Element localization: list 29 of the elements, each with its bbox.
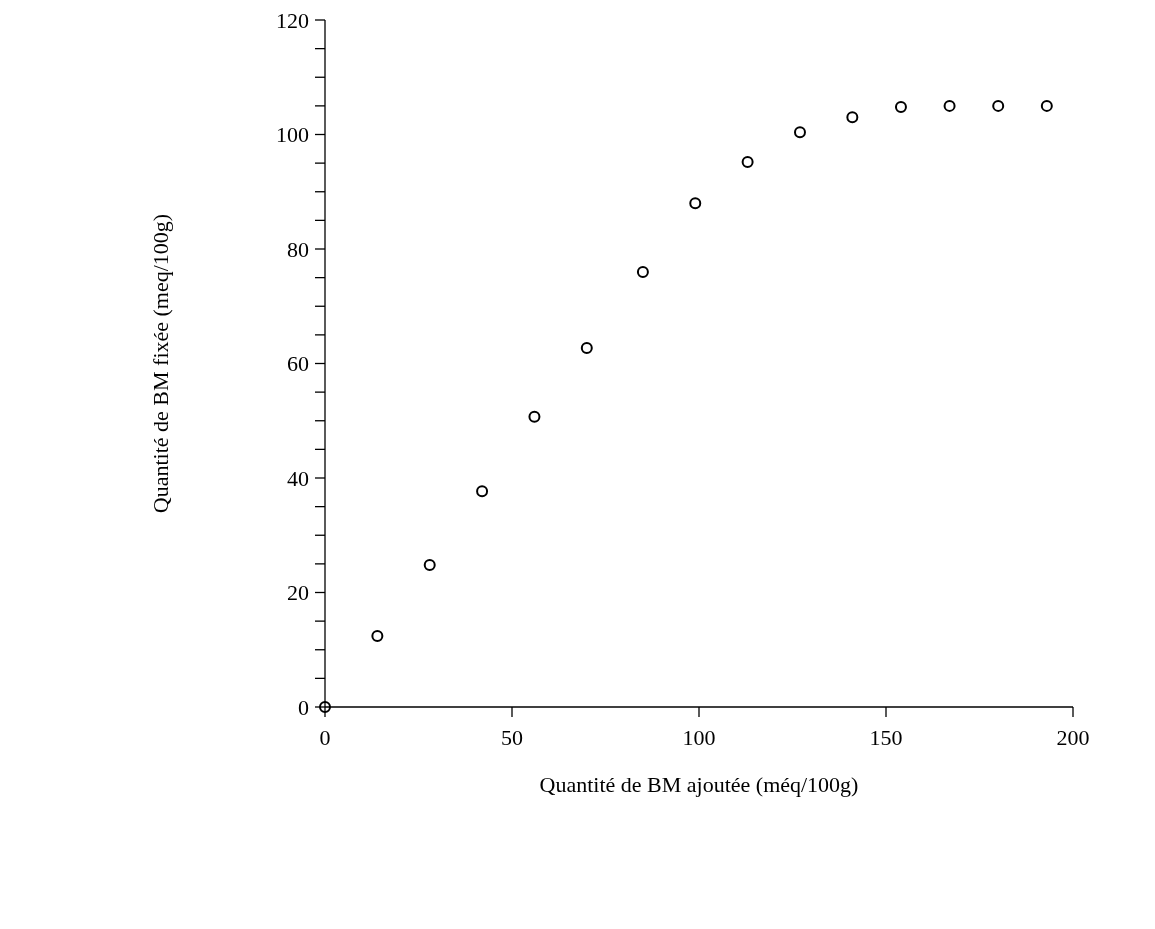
point — [689, 197, 702, 210]
point — [1040, 99, 1053, 112]
point — [580, 342, 593, 355]
point — [943, 99, 956, 112]
point — [319, 701, 331, 713]
point — [371, 630, 384, 643]
point — [793, 126, 806, 139]
point — [846, 111, 859, 124]
point — [636, 265, 649, 278]
x-tick-label: 0 — [319, 725, 331, 750]
point — [528, 410, 541, 423]
y-tick-label: 80 — [287, 236, 309, 262]
x-axis-title: Quantité de BM ajoutée (méq/100g) — [539, 772, 859, 797]
y-tick-label: 120 — [276, 7, 309, 33]
point — [476, 485, 489, 498]
point — [894, 101, 907, 114]
y-axis-title: Quantité de BM fixée (meq/100g) — [148, 213, 173, 514]
y-tick-label: 20 — [287, 580, 309, 606]
x-tick-label: 150 — [869, 725, 903, 750]
y-tick-label: 60 — [287, 351, 309, 377]
x-tick-label: 50 — [501, 725, 523, 750]
x-tick-label: 200 — [1056, 725, 1090, 750]
y-tick-label: 0 — [298, 694, 309, 720]
y-tick-label: 100 — [276, 122, 309, 148]
y-tick-label: 40 — [287, 465, 309, 491]
x-tick-label: 100 — [682, 725, 716, 750]
point — [423, 559, 436, 572]
point — [992, 99, 1005, 112]
point — [741, 155, 754, 168]
